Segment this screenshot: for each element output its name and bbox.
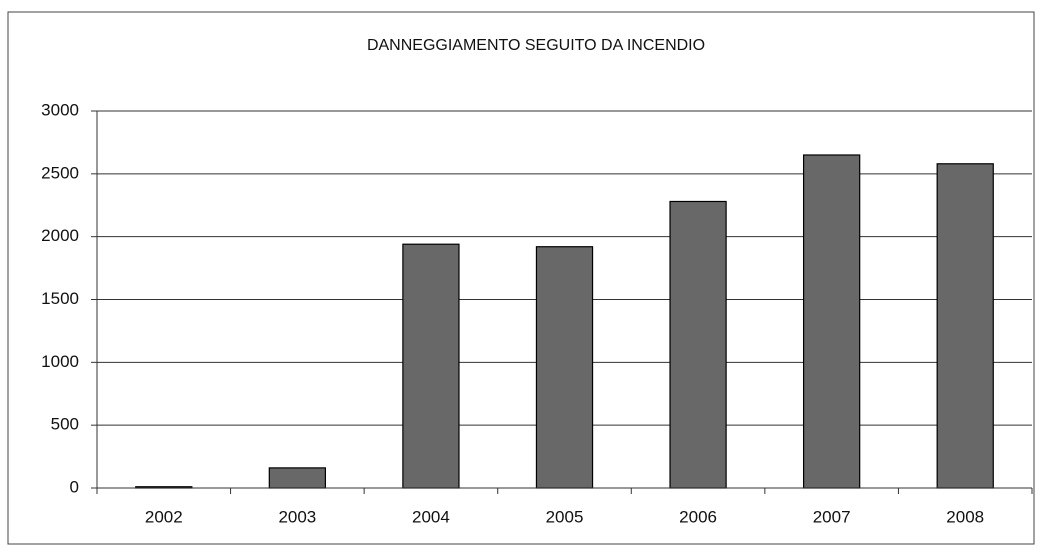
y-tick-label: 1500 [41,289,79,308]
x-tick-label: 2006 [679,507,717,526]
x-tick-label: 2002 [145,507,183,526]
x-tick-label: 2005 [546,507,584,526]
y-tick-label: 1000 [41,352,79,371]
chart-frame [7,11,1035,545]
y-tick-label: 0 [70,477,79,496]
chart-title: DANNEGGIAMENTO SEGUITO DA INCENDIO [367,37,705,54]
x-tick-label: 2007 [813,507,851,526]
y-tick-label: 500 [51,415,79,434]
bar [669,200,727,489]
x-tick-label: 2003 [278,507,316,526]
bar [268,467,327,489]
x-tick-label: 2008 [946,507,984,526]
y-tick-label: 3000 [41,100,79,119]
bar [535,246,594,489]
bar [802,154,861,489]
bar [936,163,994,489]
bar [402,243,460,489]
y-tick-label: 2000 [41,226,79,245]
y-tick-label: 2500 [41,163,79,182]
x-tick-label: 2004 [412,507,450,526]
